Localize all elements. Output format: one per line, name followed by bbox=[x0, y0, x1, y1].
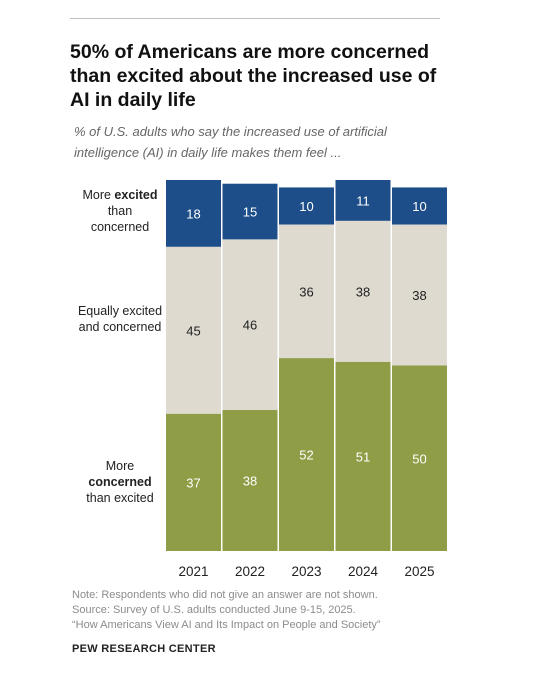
report-title-line: “How Americans View AI and Its Impact on… bbox=[72, 619, 381, 631]
pew-research-center-brand: PEW RESEARCH CENTER bbox=[72, 643, 216, 655]
data-label-more-concerned-2025: 50 bbox=[412, 451, 426, 466]
bar-more-concerned-2025 bbox=[392, 365, 447, 551]
x-tick-label-2021: 2021 bbox=[178, 564, 208, 579]
data-label-equally-2024: 38 bbox=[356, 284, 370, 299]
chart-subtitle: % of U.S. adults who say the increased u… bbox=[74, 124, 387, 160]
x-tick-label-2023: 2023 bbox=[291, 564, 321, 579]
x-tick-label-2022: 2022 bbox=[235, 564, 265, 579]
x-tick-label-2025: 2025 bbox=[404, 564, 434, 579]
bar-more-excited-2025 bbox=[392, 187, 447, 225]
data-label-more-concerned-2024: 51 bbox=[356, 449, 370, 464]
bar-equally-2023 bbox=[279, 224, 334, 359]
data-label-more-excited-2025: 10 bbox=[412, 199, 426, 214]
bar-more-concerned-2021 bbox=[166, 413, 221, 551]
data-label-more-concerned-2022: 38 bbox=[243, 474, 257, 489]
bar-more-concerned-2022 bbox=[222, 410, 278, 551]
data-label-more-excited-2024: 11 bbox=[356, 193, 370, 208]
top-divider bbox=[70, 18, 440, 19]
bar-more-concerned-2023 bbox=[279, 358, 334, 551]
bar-more-excited-2023 bbox=[279, 187, 334, 225]
data-label-equally-2023: 36 bbox=[299, 284, 313, 299]
row-label-more-concerned: More concerned than excited bbox=[86, 459, 154, 505]
data-label-more-excited-2023: 10 bbox=[299, 199, 313, 214]
x-tick-label-2024: 2024 bbox=[348, 564, 379, 579]
bar-equally-2024 bbox=[335, 220, 391, 362]
data-label-equally-2021: 45 bbox=[186, 323, 200, 338]
data-label-equally-2025: 38 bbox=[412, 288, 426, 303]
bar-equally-2025 bbox=[392, 224, 447, 366]
row-label-equally: Equally excited and concerned bbox=[77, 304, 163, 334]
bar-equally-2021 bbox=[166, 246, 221, 414]
data-label-more-concerned-2023: 52 bbox=[299, 448, 313, 463]
data-label-more-excited-2021: 18 bbox=[186, 206, 200, 221]
source-line: Source: Survey of U.S. adults conducted … bbox=[72, 604, 356, 616]
data-label-equally-2022: 46 bbox=[243, 318, 257, 333]
data-label-more-concerned-2021: 37 bbox=[186, 475, 200, 490]
bar-more-excited-2024 bbox=[335, 180, 391, 221]
bar-equally-2022 bbox=[222, 239, 278, 411]
chart-notes: Note: Respondents who did not give an an… bbox=[72, 588, 381, 633]
note-line: Note: Respondents who did not give an an… bbox=[72, 589, 378, 601]
data-label-more-excited-2022: 15 bbox=[243, 205, 257, 220]
row-label-more-excited: More excited than concerned bbox=[82, 188, 158, 234]
chart-title: 50% of Americans are more concerned than… bbox=[70, 41, 437, 111]
bar-more-excited-2022 bbox=[222, 183, 278, 240]
bar-more-excited-2021 bbox=[166, 180, 221, 247]
bar-more-concerned-2024 bbox=[335, 361, 391, 551]
